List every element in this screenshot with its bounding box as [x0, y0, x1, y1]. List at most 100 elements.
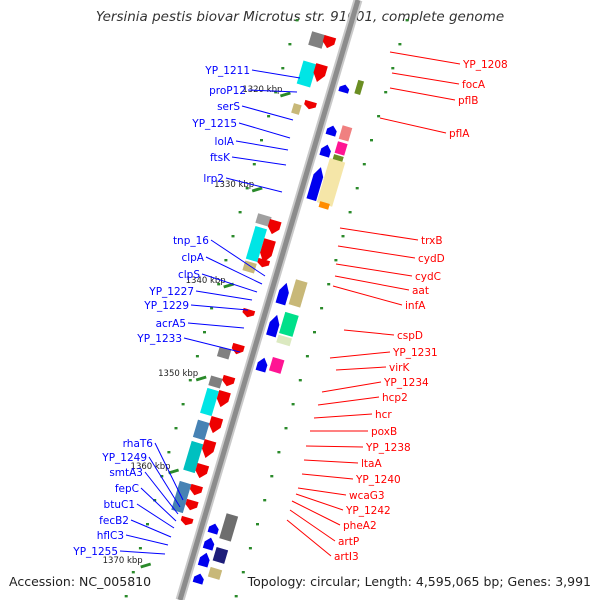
right-gene-block [192, 419, 210, 441]
left-gene-arrow [319, 144, 331, 158]
scale-tick [251, 186, 263, 193]
right-gene-leader [334, 275, 410, 291]
left-gene-block [276, 334, 292, 347]
right-guide-dot [270, 475, 274, 478]
right-gene-leader [343, 329, 395, 336]
genome-summary-text: Topology: circular; Length: 4,595,065 bp… [247, 574, 591, 589]
right-gene-label: aat [412, 285, 429, 297]
right-gene-arrow [304, 99, 317, 110]
right-gene-block [200, 387, 219, 417]
left-gene-block [212, 546, 229, 564]
left-gene-arrow [202, 537, 215, 551]
left-guide-dot [224, 259, 228, 262]
left-gene-label: rhaT6 [123, 438, 154, 450]
left-gene-label: YP_1233 [136, 333, 182, 345]
right-gene-label: pflB [458, 95, 478, 107]
right-guide-dot [348, 211, 352, 214]
left-gene-label: proP12 [209, 85, 246, 97]
left-gene-label: hflC3 [97, 530, 124, 542]
right-gene-label: cspD [397, 330, 423, 342]
left-gene-arrow [325, 125, 337, 137]
left-guide-dot [252, 163, 256, 166]
right-gene-label: virK [389, 362, 410, 374]
left-gene-block [288, 279, 308, 308]
right-guide-dot [334, 259, 338, 262]
left-gene-leader [144, 471, 179, 515]
scale-label: 1350 kbp [158, 369, 198, 379]
scale-tick [140, 562, 152, 569]
left-gene-block [316, 158, 346, 207]
right-guide-dot [391, 67, 395, 70]
left-gene-label: YP_1215 [191, 118, 237, 130]
left-gene-label: btuC1 [104, 499, 135, 511]
right-guide-dot [384, 91, 388, 94]
left-gene-label: acrA5 [156, 318, 186, 330]
scale-label: 1340 kbp [186, 276, 226, 286]
left-guide-dot [160, 475, 164, 478]
left-gene-block [219, 513, 239, 542]
left-guide-dot [210, 307, 214, 310]
scale-tick [223, 282, 235, 289]
right-gene-block [291, 103, 302, 115]
left-gene-block [207, 566, 223, 580]
left-gene-leader [154, 442, 184, 501]
left-gene-leader [190, 304, 249, 311]
right-gene-leader [335, 366, 387, 371]
right-guide-dot [313, 331, 316, 334]
left-guide-dot [124, 595, 128, 598]
left-gene-label: smtA3 [109, 467, 143, 479]
left-guide-dot [174, 427, 178, 430]
right-gene-leader [339, 227, 419, 241]
right-gene-leader [305, 445, 364, 448]
left-guide-dot [138, 547, 142, 550]
left-gene-leader [225, 177, 283, 193]
right-gene-label: cydC [415, 271, 441, 283]
right-guide-dot [355, 187, 359, 190]
scale-label: 1370 kbp [103, 556, 143, 566]
left-guide-dot [167, 451, 171, 454]
left-gene-block [354, 79, 365, 95]
right-gene-leader [301, 473, 354, 480]
right-gene-leader [389, 87, 456, 101]
left-gene-leader [235, 140, 289, 151]
left-gene-block [318, 201, 330, 210]
right-gene-label: ltaA [361, 458, 382, 470]
left-gene-label: tnp_16 [173, 235, 209, 247]
right-guide-dot [398, 43, 402, 46]
right-gene-arrow [260, 238, 276, 263]
left-gene-label: lolA [215, 136, 235, 148]
left-gene-leader [201, 273, 258, 293]
left-gene-label: YP_1227 [148, 286, 194, 298]
left-gene-leader [187, 322, 245, 329]
right-gene-label: poxB [371, 426, 397, 438]
left-guide-dot [217, 283, 221, 286]
right-gene-leader [297, 487, 347, 496]
right-gene-label: infA [405, 300, 426, 312]
right-gene-leader [286, 519, 332, 557]
left-gene-arrow [255, 357, 268, 373]
right-guide-dot [298, 379, 302, 382]
right-gene-arrow [209, 416, 224, 434]
left-guide-dot [267, 115, 271, 118]
left-guide-dot [274, 91, 278, 94]
right-guide-dot [284, 427, 288, 430]
right-gene-leader [389, 51, 461, 65]
right-gene-label: YP_1238 [365, 442, 411, 454]
right-gene-leader [295, 493, 344, 511]
right-gene-label: YP_1231 [392, 347, 438, 359]
right-guide-dot [248, 547, 252, 550]
right-gene-arrow [257, 257, 271, 268]
left-gene-arrow [338, 84, 350, 94]
right-gene-label: hcr [375, 409, 392, 421]
left-gene-block [334, 141, 348, 156]
right-guide-dot [320, 307, 324, 310]
left-gene-block [279, 311, 299, 337]
right-gene-label: hcp2 [382, 392, 408, 404]
left-gene-leader [148, 456, 181, 508]
right-gene-arrow [313, 63, 328, 83]
right-gene-label: focA [462, 79, 486, 91]
left-guide-dot [295, 19, 299, 22]
backbone-strand [177, 0, 361, 600]
right-guide-dot [234, 595, 238, 598]
